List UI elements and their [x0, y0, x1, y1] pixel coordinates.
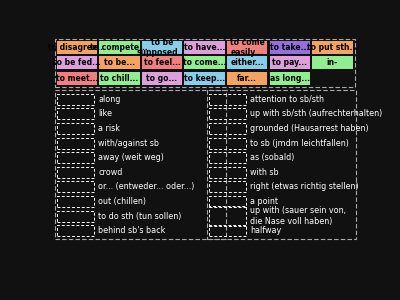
Text: to come...: to come...	[183, 58, 226, 68]
Text: with sb: with sb	[250, 168, 278, 177]
Text: like: like	[98, 109, 112, 118]
FancyBboxPatch shape	[312, 56, 353, 70]
Text: grounded (Hausarrest haben): grounded (Hausarrest haben)	[250, 124, 368, 133]
Text: to meet...: to meet...	[56, 74, 98, 83]
Text: to do sth (tun sollen): to do sth (tun sollen)	[98, 212, 182, 221]
Text: to take...: to take...	[270, 43, 310, 52]
Text: to chill...: to chill...	[100, 74, 138, 83]
FancyBboxPatch shape	[142, 41, 182, 54]
FancyBboxPatch shape	[56, 72, 97, 85]
Text: either...: either...	[230, 58, 264, 68]
Text: to sb (jmdm leichtfallen): to sb (jmdm leichtfallen)	[250, 139, 349, 148]
Text: as long...: as long...	[270, 74, 310, 83]
Text: behind sb's back: behind sb's back	[98, 226, 166, 235]
Text: out (chillen): out (chillen)	[98, 197, 146, 206]
FancyBboxPatch shape	[270, 72, 310, 85]
Text: along: along	[98, 94, 120, 103]
FancyBboxPatch shape	[99, 56, 140, 70]
FancyBboxPatch shape	[227, 72, 267, 85]
Text: to keep...: to keep...	[184, 74, 225, 83]
Text: to disagree...: to disagree...	[48, 43, 106, 52]
Text: to go...: to go...	[146, 74, 178, 83]
Text: to compete...: to compete...	[90, 43, 148, 52]
Text: a risk: a risk	[98, 124, 120, 133]
Text: right (etwas richtig stellen): right (etwas richtig stellen)	[250, 182, 358, 191]
FancyBboxPatch shape	[270, 56, 310, 70]
FancyBboxPatch shape	[142, 72, 182, 85]
FancyBboxPatch shape	[312, 41, 353, 54]
Text: far...: far...	[237, 74, 257, 83]
Text: halfway: halfway	[250, 226, 281, 235]
Text: up with (sauer sein von,
die Nase voll haben): up with (sauer sein von, die Nase voll h…	[250, 206, 346, 226]
FancyBboxPatch shape	[99, 41, 140, 54]
Text: to put sth...: to put sth...	[307, 43, 358, 52]
FancyBboxPatch shape	[56, 56, 97, 70]
Text: with/against sb: with/against sb	[98, 139, 159, 148]
Text: to be
supposed...: to be supposed...	[137, 38, 187, 57]
Text: to be fed...: to be fed...	[53, 58, 101, 68]
Text: a point: a point	[250, 197, 278, 206]
Text: to feel...: to feel...	[144, 58, 180, 68]
Text: up with sb/sth (aufrechterhalten): up with sb/sth (aufrechterhalten)	[250, 109, 382, 118]
Text: to pay...: to pay...	[272, 58, 307, 68]
Text: to have...: to have...	[184, 43, 225, 52]
Text: to be...: to be...	[104, 58, 135, 68]
Text: or... (entweder... oder...): or... (entweder... oder...)	[98, 182, 194, 191]
Text: to come
easily...: to come easily...	[230, 38, 265, 57]
FancyBboxPatch shape	[99, 72, 140, 85]
Text: as (sobald): as (sobald)	[250, 153, 294, 162]
FancyBboxPatch shape	[227, 41, 267, 54]
FancyBboxPatch shape	[270, 41, 310, 54]
FancyBboxPatch shape	[56, 41, 97, 54]
FancyBboxPatch shape	[184, 72, 225, 85]
Text: crowd: crowd	[98, 168, 122, 177]
Text: attention to sb/sth: attention to sb/sth	[250, 94, 324, 103]
Text: in-: in-	[327, 58, 338, 68]
FancyBboxPatch shape	[184, 56, 225, 70]
FancyBboxPatch shape	[142, 56, 182, 70]
FancyBboxPatch shape	[227, 56, 267, 70]
FancyBboxPatch shape	[184, 41, 225, 54]
Text: away (weit weg): away (weit weg)	[98, 153, 164, 162]
